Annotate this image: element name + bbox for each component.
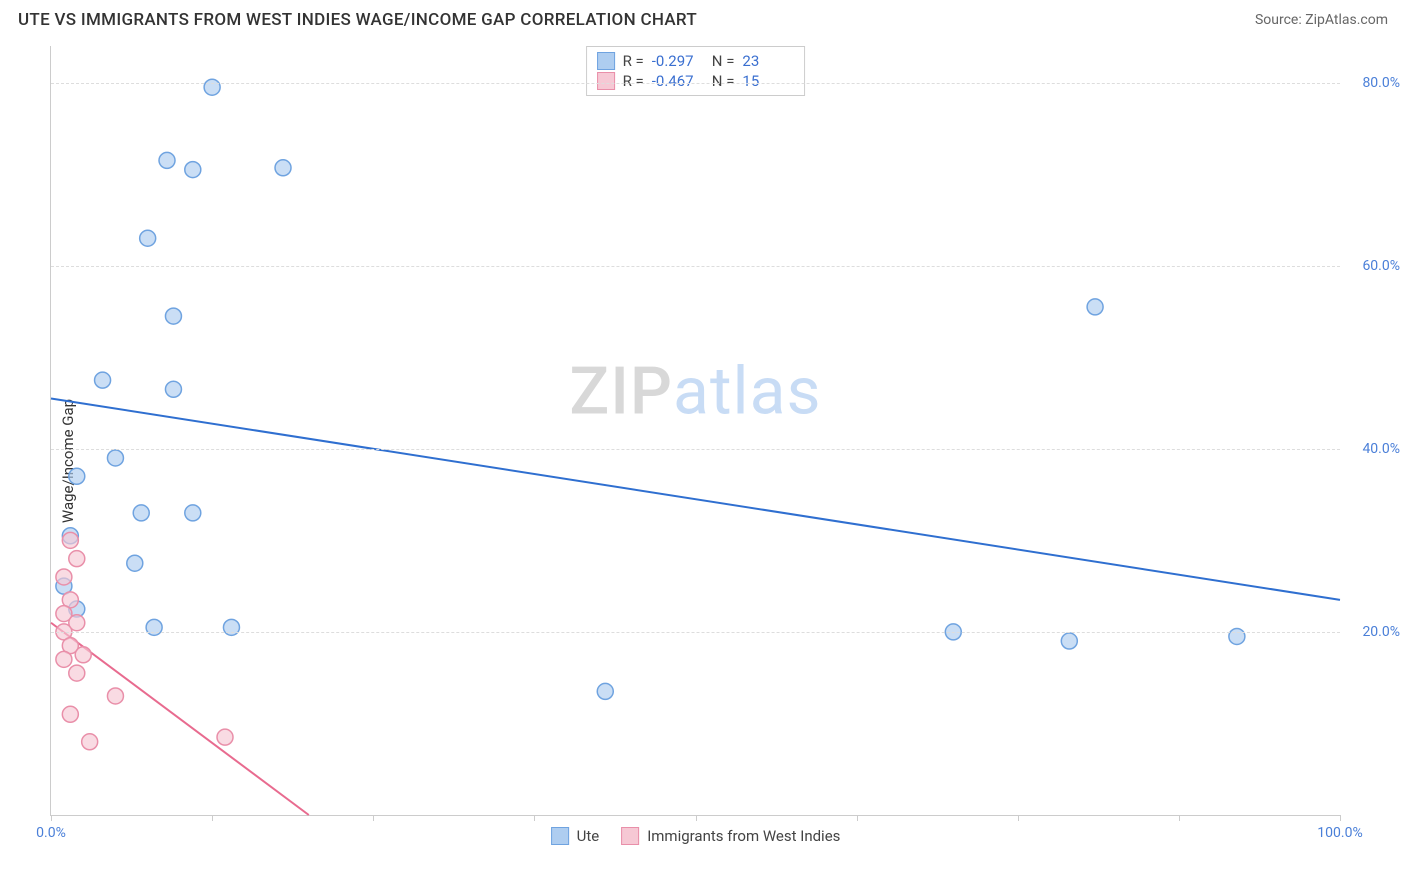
x-tick	[857, 815, 858, 821]
data-point	[62, 532, 78, 548]
data-point	[217, 729, 233, 745]
data-point	[69, 468, 85, 484]
source-label: Source: ZipAtlas.com	[1255, 12, 1388, 28]
data-point	[56, 651, 72, 667]
stats-legend: R = -0.297 N = 23 R = -0.467 N = 15	[586, 46, 806, 96]
data-point	[107, 450, 123, 466]
data-point	[75, 647, 91, 663]
legend-label-ute: Ute	[577, 827, 600, 845]
data-point	[69, 665, 85, 681]
y-tick-label: 80.0%	[1345, 75, 1400, 91]
n-value-ute: 23	[742, 52, 794, 70]
x-tick	[696, 815, 697, 821]
y-tick-label: 20.0%	[1345, 624, 1400, 640]
r-value-wi: -0.467	[652, 72, 704, 90]
gridline	[51, 449, 1340, 450]
x-tick	[373, 815, 374, 821]
data-point	[204, 79, 220, 95]
x-tick	[1179, 815, 1180, 821]
swatch-wi-icon	[621, 827, 639, 845]
x-tick	[1340, 815, 1341, 821]
plot-region: ZIPatlas R = -0.297 N = 23 R = -0.467 N …	[50, 46, 1340, 816]
data-point	[62, 706, 78, 722]
x-tick	[534, 815, 535, 821]
gridline	[51, 83, 1340, 84]
legend-item-ute: Ute	[551, 827, 600, 845]
data-point	[1087, 299, 1103, 315]
legend-item-wi: Immigrants from West Indies	[621, 827, 840, 845]
data-point	[95, 372, 111, 388]
data-point	[223, 619, 239, 635]
data-point	[107, 688, 123, 704]
series-legend: Ute Immigrants from West Indies	[551, 827, 841, 845]
data-point	[140, 230, 156, 246]
x-tick-label: 0.0%	[36, 825, 66, 841]
legend-label-wi: Immigrants from West Indies	[647, 827, 840, 845]
r-label: R =	[623, 52, 644, 70]
gridline	[51, 632, 1340, 633]
data-point	[1061, 633, 1077, 649]
data-point	[275, 160, 291, 176]
plot-svg	[51, 46, 1340, 815]
data-point	[82, 734, 98, 750]
data-point	[1229, 628, 1245, 644]
y-tick-label: 40.0%	[1345, 441, 1400, 457]
data-point	[165, 381, 181, 397]
data-point	[185, 505, 201, 521]
swatch-ute	[597, 52, 615, 70]
data-point	[146, 619, 162, 635]
data-point	[127, 555, 143, 571]
y-tick-label: 60.0%	[1345, 258, 1400, 274]
n-label: N =	[712, 52, 735, 70]
x-tick	[51, 815, 52, 821]
data-point	[159, 152, 175, 168]
chart-header: UTE VS IMMIGRANTS FROM WEST INDIES WAGE/…	[0, 0, 1406, 36]
chart-area: Wage/Income Gap ZIPatlas R = -0.297 N = …	[0, 36, 1406, 886]
data-point	[133, 505, 149, 521]
n-label: N =	[712, 72, 735, 90]
data-point	[185, 162, 201, 178]
n-value-wi: 15	[742, 72, 794, 90]
x-tick	[212, 815, 213, 821]
stats-row-ute: R = -0.297 N = 23	[597, 51, 795, 71]
r-value-ute: -0.297	[652, 52, 704, 70]
swatch-ute-icon	[551, 827, 569, 845]
data-point	[56, 569, 72, 585]
stats-row-wi: R = -0.467 N = 15	[597, 71, 795, 91]
data-point	[597, 683, 613, 699]
gridline	[51, 266, 1340, 267]
swatch-wi	[597, 72, 615, 90]
r-label: R =	[623, 72, 644, 90]
data-point	[165, 308, 181, 324]
x-tick	[1018, 815, 1019, 821]
data-point	[69, 551, 85, 567]
chart-title: UTE VS IMMIGRANTS FROM WEST INDIES WAGE/…	[18, 10, 697, 30]
x-tick-label: 100.0%	[1317, 825, 1362, 841]
trendline	[51, 398, 1340, 599]
